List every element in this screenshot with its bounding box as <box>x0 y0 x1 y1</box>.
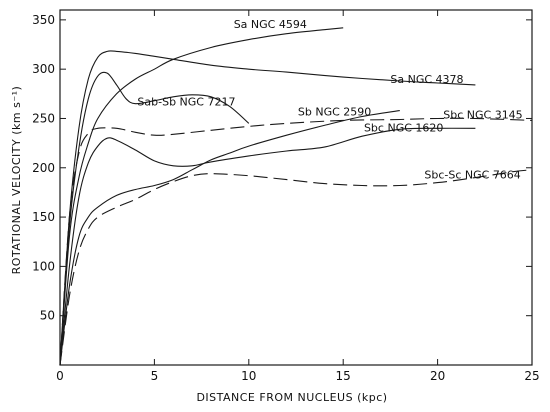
series-line-sa-ngc-4378 <box>59 50 476 366</box>
series-line-sbc-sc-ngc-7664 <box>59 169 533 366</box>
y-tick-label: 150 <box>32 210 55 224</box>
series-label-sbc-ngc-1620: Sbc NGC 1620 <box>364 121 443 134</box>
plot-frame <box>59 9 533 366</box>
x-tick-label: 0 <box>56 369 64 383</box>
series-label-sa-ngc-4378: Sa NGC 4378 <box>390 73 463 86</box>
series-label-sbc-sc-ngc-7664: Sbc-Sc NGC 7664 <box>424 169 520 182</box>
series-curves <box>59 27 533 366</box>
x-tick-label: 5 <box>151 369 159 383</box>
y-tick-label: 200 <box>32 161 55 175</box>
series-line-sb-ngc-2590 <box>59 110 400 366</box>
series-line-sab-sb-ngc-7217 <box>59 71 250 366</box>
y-tick-label: 300 <box>32 62 55 76</box>
series-label-sbc-ngc-3145: Sbc NGC 3145 <box>443 108 522 121</box>
y-tick-label: 100 <box>32 259 55 273</box>
series-line-sbc-ngc-3145 <box>59 117 533 366</box>
x-axis-label: DISTANCE FROM NUCLEUS (kpc) <box>196 391 387 404</box>
x-axis-ticks: 0 5 10 15 20 25 <box>56 10 540 383</box>
series-labels: Sa NGC 4594 Sa NGC 4378 Sab-Sb NGC 7217 Sb … <box>137 18 522 182</box>
plot-area <box>59 9 533 366</box>
series-line-sbc-ngc-1620 <box>59 127 476 366</box>
series-label-sa-ngc-4594: Sa NGC 4594 <box>234 18 307 31</box>
y-tick-label: 350 <box>32 13 55 27</box>
series-label-sab-sb-ngc-7217: Sab-Sb NGC 7217 <box>137 96 235 109</box>
x-tick-label: 25 <box>524 369 539 383</box>
series-label-sb-ngc-2590: Sb NGC 2590 <box>298 106 371 119</box>
x-tick-label: 20 <box>430 369 445 383</box>
series-line-sa-ngc-4594 <box>59 27 344 366</box>
x-tick-label: 15 <box>336 369 351 383</box>
y-axis-label: ROTATIONAL VELOCITY (km s⁻¹) <box>10 86 23 275</box>
y-tick-label: 250 <box>32 111 55 125</box>
y-tick-label: 50 <box>40 309 55 323</box>
x-tick-label: 10 <box>241 369 256 383</box>
y-axis-ticks: 50 100 150 200 250 300 350 <box>32 13 532 323</box>
